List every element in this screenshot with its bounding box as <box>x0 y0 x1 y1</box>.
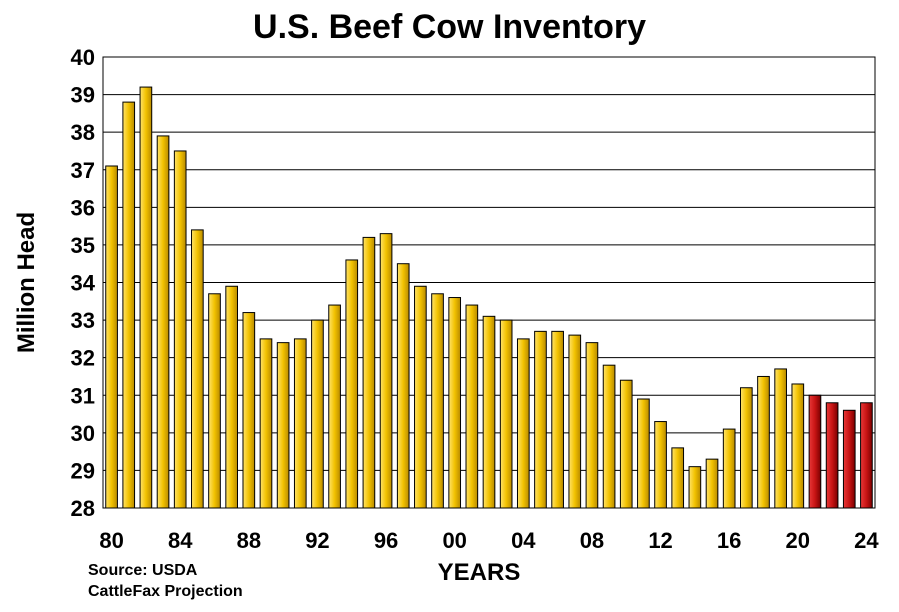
bar <box>156 135 170 509</box>
bar <box>105 165 118 509</box>
bar <box>259 338 273 509</box>
x-tick-label: 00 <box>442 528 466 553</box>
y-tick-label: 29 <box>71 458 95 483</box>
bar <box>225 285 238 509</box>
bar <box>774 368 787 509</box>
y-tick-label: 28 <box>71 496 95 521</box>
bar <box>551 330 564 509</box>
x-tick-label: 80 <box>99 528 123 553</box>
x-tick-label: 12 <box>648 528 672 553</box>
y-tick-label: 40 <box>71 45 95 70</box>
bar <box>722 428 736 509</box>
bar <box>362 236 376 509</box>
y-axis-ticks: 28 29 30 31 32 33 34 35 36 37 38 39 40 <box>71 45 96 521</box>
bar <box>345 259 359 509</box>
bar <box>516 338 530 509</box>
bar <box>448 297 462 509</box>
plot-area-frame <box>102 56 876 509</box>
bar <box>757 375 770 509</box>
bar <box>293 338 307 509</box>
projection-bar <box>842 409 856 509</box>
y-tick-label: 35 <box>71 233 95 258</box>
x-axis-ticks: 80 84 88 92 96 00 04 08 12 16 20 24 <box>99 528 879 553</box>
x-tick-label: 16 <box>717 528 741 553</box>
chart-title: U.S. Beef Cow Inventory <box>253 8 646 46</box>
x-tick-label: 20 <box>786 528 810 553</box>
bar <box>585 342 599 509</box>
y-axis-label: Million Head <box>13 212 40 353</box>
bar <box>688 466 702 509</box>
x-axis-label: YEARS <box>438 559 521 586</box>
y-tick-label: 32 <box>71 346 95 371</box>
bar <box>637 398 650 509</box>
bar <box>139 86 153 509</box>
x-tick-label: 88 <box>237 528 261 553</box>
bar <box>414 285 427 509</box>
x-tick-label: 04 <box>511 528 536 553</box>
bar <box>705 458 719 509</box>
bar <box>311 319 324 509</box>
bar <box>534 330 547 509</box>
bar <box>431 293 444 509</box>
projection-bar <box>808 394 822 509</box>
bar <box>602 364 616 509</box>
bar <box>242 312 256 509</box>
y-tick-label: 38 <box>71 120 95 145</box>
bar <box>791 383 805 509</box>
bar <box>740 387 753 509</box>
projection-bar <box>825 402 839 509</box>
x-tick-label: 84 <box>168 528 193 553</box>
bar <box>619 379 633 509</box>
bar <box>654 421 667 509</box>
bar <box>276 342 290 509</box>
bar <box>122 101 136 509</box>
bar <box>191 229 204 509</box>
bar <box>379 233 393 509</box>
y-tick-label: 30 <box>71 421 95 446</box>
x-tick-label: 92 <box>305 528 329 553</box>
y-tick-label: 39 <box>71 83 95 108</box>
projection-bar <box>860 402 873 509</box>
bars <box>105 86 873 509</box>
bar <box>482 315 496 509</box>
bar <box>328 304 341 509</box>
x-tick-label: 96 <box>374 528 398 553</box>
y-tick-label: 31 <box>71 383 95 408</box>
bar <box>568 334 582 509</box>
x-tick-label: 08 <box>580 528 604 553</box>
source-note: Source: USDA <box>88 562 198 579</box>
y-tick-label: 33 <box>71 308 95 333</box>
bar <box>671 447 685 509</box>
y-tick-label: 34 <box>71 271 96 296</box>
bar <box>208 293 221 509</box>
y-tick-label: 37 <box>71 158 95 183</box>
projection-note: CattleFax Projection <box>88 583 243 600</box>
bar <box>396 263 410 509</box>
x-tick-label: 24 <box>854 528 879 553</box>
y-tick-label: 36 <box>71 195 95 220</box>
bar <box>499 319 513 509</box>
bar <box>173 150 187 509</box>
chart-notes: Source: USDA CattleFax Projection <box>88 560 243 602</box>
bar <box>465 304 479 509</box>
